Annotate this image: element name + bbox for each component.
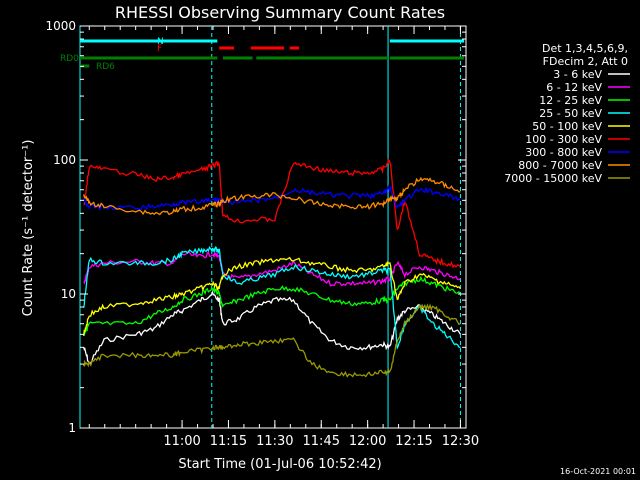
series-line-4: [83, 256, 461, 336]
y-tick-label-1: 10: [61, 287, 76, 301]
legend: Det 1,3,4,5,6,9,FDecim 2, Att 03 - 6 keV…: [504, 42, 630, 185]
x-tick-label-4: 12:00: [349, 434, 386, 449]
legend-label-1: 6 - 12 keV: [546, 81, 602, 94]
series-layer: [83, 158, 461, 378]
y-axis-label: Count Rate (s⁻¹ detector⁻¹): [21, 140, 36, 317]
x-tick-label-3: 11:45: [303, 434, 340, 449]
legend-label-8: 7000 - 15000 keV: [504, 172, 602, 185]
chart-title: RHESSI Observing Summary Count Rates: [115, 3, 445, 22]
flag-label-f: F: [157, 44, 162, 54]
x-tick-label-2: 11:30: [256, 434, 293, 449]
series-line-0: [83, 290, 461, 364]
x-tick-label-0: 11:00: [163, 434, 200, 449]
plot-border: [79, 25, 467, 429]
legend-label-3: 25 - 50 keV: [539, 107, 602, 120]
legend-header-1: FDecim 2, Att 0: [543, 55, 628, 68]
legend-label-2: 12 - 25 keV: [539, 94, 602, 107]
y-tick-label-2: 100: [53, 153, 76, 167]
legend-label-4: 50 - 100 keV: [532, 120, 602, 133]
series-line-8: [83, 303, 461, 378]
legend-label-0: 3 - 6 keV: [553, 68, 602, 81]
legend-label-7: 800 - 7000 keV: [518, 159, 602, 172]
legend-label-5: 100 - 300 keV: [525, 133, 602, 146]
series-line-1: [83, 250, 461, 287]
plot-frame: [79, 25, 467, 429]
y-tick-label-0: 1: [68, 421, 76, 435]
flag-layer: NF RD0 RD6: [60, 37, 465, 72]
x-tick-label-5: 12:15: [395, 434, 432, 449]
x-tick-label-1: 11:15: [210, 434, 247, 449]
flag-label-n: N: [157, 37, 164, 47]
series-line-5: [83, 158, 461, 269]
series-line-2: [83, 275, 461, 337]
legend-header-0: Det 1,3,4,5,6,9,: [542, 42, 628, 55]
x-tick-label-6: 12:30: [442, 434, 479, 449]
footer-date: 16-Oct-2021 00:01: [560, 467, 636, 476]
legend-label-6: 300 - 800 keV: [525, 146, 602, 159]
x-axis-label: Start Time (01-Jul-06 10:52:42): [178, 457, 381, 472]
flag-label-rd6: RD6: [96, 62, 115, 72]
flag-label-rd0: RD0: [60, 54, 79, 64]
series-line-7: [83, 176, 461, 216]
axes-layer: 1 10 100 1000 11:00 11:15 11:30 11:45 12:00 12:15…: [45, 19, 479, 449]
y-tick-label-3: 1000: [45, 19, 76, 33]
series-line-6: [83, 184, 461, 212]
